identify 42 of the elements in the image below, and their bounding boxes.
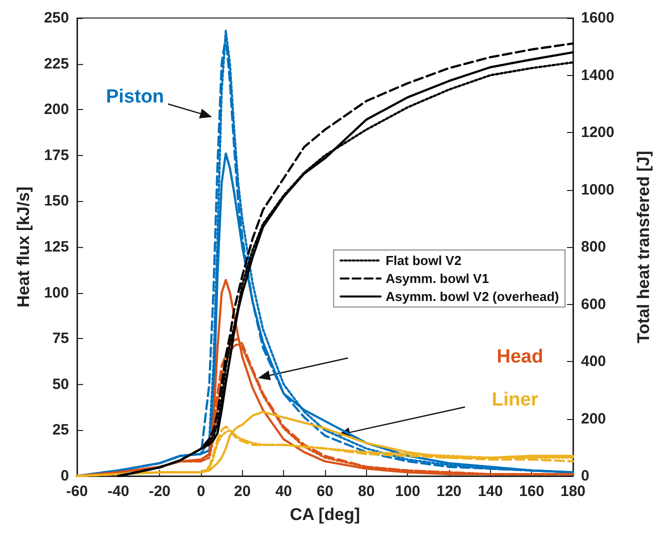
y2-tick-label: 1600: [581, 10, 614, 26]
legend-label: Flat bowl V2: [386, 253, 462, 268]
y2-tick-label: 0: [581, 468, 590, 484]
x-tick-label: 100: [395, 483, 420, 500]
y-axis-title: Heat flux [kJ/s]: [14, 186, 33, 308]
y2-tick-label: 400: [581, 353, 606, 370]
y2-tick-label: 1400: [581, 66, 614, 84]
y-tick-label: 225: [44, 55, 69, 72]
annotation: Liner: [492, 390, 539, 410]
y-tick-label: 125: [44, 238, 69, 256]
y-tick-label: 25: [52, 422, 69, 439]
annotation: Piston: [106, 86, 164, 108]
x-axis-title: CA [deg]: [290, 505, 360, 524]
y-tick-label: 250: [44, 10, 69, 26]
x-tick-label: 120: [436, 483, 462, 500]
legend-label: Asymm. bowl V1: [386, 271, 489, 286]
x-tick-label: 60: [316, 483, 334, 500]
y2-tick-label: 800: [581, 238, 606, 256]
annotation: Head: [496, 346, 544, 368]
y-tick-label: 100: [44, 284, 69, 302]
y2-tick-label: 1000: [581, 181, 614, 198]
y-tick-label: 50: [52, 376, 69, 393]
y-tick-label: 200: [44, 101, 69, 118]
x-tick-label: 20: [234, 483, 251, 500]
y2-tick-label: 1200: [581, 124, 614, 141]
y-tick-label: 0: [60, 468, 69, 484]
x-tick-label: 180: [560, 483, 586, 500]
x-tick-label: -20: [148, 483, 171, 500]
y-tick-label: 175: [44, 146, 69, 164]
x-tick-label: -40: [107, 483, 130, 500]
y-tick-label: 150: [44, 192, 69, 210]
x-tick-label: 40: [275, 483, 292, 500]
y2-tick-label: 600: [581, 296, 606, 313]
x-tick-label: -60: [66, 483, 88, 500]
x-tick-label: 160: [519, 483, 544, 500]
y2-tick-label: 200: [581, 410, 606, 428]
y-tick-label: 75: [52, 330, 69, 348]
legend-label: Asymm. bowl V2 (overhead): [386, 289, 560, 304]
x-tick-label: 140: [478, 483, 503, 500]
x-tick-label: 0: [196, 483, 206, 500]
x-tick-label: 80: [358, 483, 375, 500]
y2-axis-title: Total heat transfered [J]: [634, 150, 653, 344]
